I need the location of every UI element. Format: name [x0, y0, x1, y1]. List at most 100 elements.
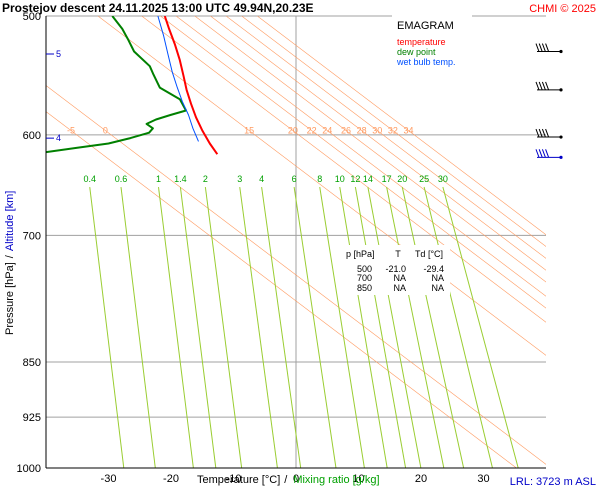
wind-barb-feather: [541, 81, 546, 91]
mixing-ratio-line: [401, 186, 465, 468]
wind-barb-feather: [535, 128, 540, 138]
temperature-tick-label: 20: [415, 473, 427, 485]
table-cell: NA: [393, 273, 406, 283]
wind-barb-feather: [535, 149, 540, 158]
wind-barb: [535, 81, 563, 92]
mixing-ratio-label: 3: [237, 174, 242, 184]
wind-barb-station: [559, 88, 563, 92]
values-table: p [hPa] T Td [°C] 500 -21.0 -29.4 700 NA…: [342, 245, 450, 295]
dry-adiabat-label: 34: [403, 126, 413, 136]
mixing-ratio-label: 0.4: [83, 174, 96, 184]
credit-label: CHMI © 2025: [529, 3, 596, 15]
mixing-ratio-label: 25: [419, 174, 429, 184]
pressure-tick-label: 1000: [17, 463, 41, 475]
mixing-ratio-label: 8: [317, 174, 322, 184]
wind-barb-feather: [538, 43, 543, 52]
legend: EMAGRAM temperature dew point wet bulb t…: [392, 14, 472, 68]
wind-barb: [535, 43, 563, 54]
values-table-box: [342, 245, 450, 295]
mixing-ratio-line: [239, 186, 278, 468]
mixing-ratio-label: 10: [335, 174, 345, 184]
mixing-ratio-layer: 0.4 0.6 1 1.4 2 3 4 6 8 10 12 14 17 20 25 30: [83, 174, 519, 468]
wind-barb-feather: [545, 149, 550, 158]
dry-adiabat-line: [257, 16, 546, 236]
mixing-ratio-line: [204, 186, 243, 468]
y-axis-label-separator: /: [4, 254, 16, 258]
legend-item-wet-bulb: wet bulb temp.: [396, 57, 456, 67]
pressure-tick-label: 850: [23, 357, 41, 369]
wind-barb-feather: [545, 43, 550, 52]
mixing-ratio-label: 14: [363, 174, 373, 184]
x-axis-label-mix: Mixing ratio [g/kg]: [293, 474, 379, 486]
table-cell: 500: [357, 264, 372, 274]
legend-item-dew-point: dew point: [397, 47, 436, 57]
grid-layer: [46, 15, 546, 469]
dry-adiabat-label: 0: [103, 126, 108, 136]
mixing-ratio-line: [442, 186, 519, 468]
series-line-temperature: [163, 16, 219, 155]
wind-barb-feather: [545, 128, 550, 138]
series-layer: [46, 16, 219, 155]
dry-adiabat-label: 26: [341, 126, 351, 136]
table-cell: -21.0: [385, 264, 406, 274]
mixing-ratio-line: [89, 186, 125, 468]
temperature-tick-label: 0: [293, 473, 299, 485]
mixing-ratio-line: [339, 186, 388, 468]
temperature-tick-label: -20: [163, 473, 179, 485]
wind-barb: [535, 128, 563, 139]
x-axis-label: Temperature [°C] / Mixing ratio [g/kg]: [197, 474, 380, 486]
pressure-tick-label: 500: [23, 11, 41, 23]
dry-adiabat-label: -5: [67, 126, 75, 136]
chart-title: Prostejov descent 24.11.2025 13:00 UTC 4…: [2, 1, 314, 15]
pressure-tick-label: 600: [23, 130, 41, 142]
pressure-tick-label: 925: [23, 412, 41, 424]
wind-barb-feather: [541, 149, 546, 158]
legend-heading: EMAGRAM: [397, 20, 454, 32]
y-axis-label-altitude: Altitude [km]: [4, 191, 16, 252]
lrl-label: LRL: 3723 m ASL: [510, 476, 596, 488]
mixing-ratio-line: [319, 186, 365, 468]
mixing-ratio-label: 0.6: [115, 174, 128, 184]
wind-barb-feather: [538, 149, 543, 158]
dry-adiabat-label: 15: [244, 126, 254, 136]
altitude-label: 4: [56, 133, 61, 143]
mixing-ratio-line: [158, 186, 194, 468]
dry-adiabat-line: [46, 111, 517, 468]
y-axis-label-pressure: Pressure [hPa]: [4, 262, 16, 335]
wind-barb-station: [559, 135, 563, 139]
legend-item-temperature: temperature: [397, 37, 446, 47]
mixing-ratio-label: 2: [203, 174, 208, 184]
mixing-ratio-line: [354, 186, 407, 468]
table-cell: 850: [357, 283, 372, 293]
dry-adiabat-label: 24: [322, 126, 332, 136]
dry-adiabat-line: [210, 16, 546, 271]
temperature-tick-label: -10: [226, 473, 242, 485]
dry-adiabat-line: [97, 16, 546, 356]
mixing-ratio-line: [367, 186, 422, 468]
altitude-label: 5: [56, 49, 61, 59]
dry-adiabat-label: 28: [357, 126, 367, 136]
dry-adiabat-line: [46, 85, 546, 465]
table-header-p: p [hPa]: [346, 249, 375, 259]
wind-barb-station: [559, 49, 563, 54]
x-axis-label-separator: /: [284, 474, 288, 486]
wind-barb-feather: [545, 81, 550, 91]
mixing-ratio-line: [179, 186, 217, 468]
temperature-tick-label: 10: [352, 473, 364, 485]
wind-barb-feather: [541, 128, 546, 138]
mixing-ratio-label: 1: [156, 174, 161, 184]
mixing-ratio-label: 20: [397, 174, 407, 184]
series-line-dew-point: [46, 16, 187, 154]
wind-barb-feather: [538, 128, 543, 138]
mixing-ratio-label: 30: [438, 174, 448, 184]
pressure-tick-label: 700: [23, 230, 41, 242]
wind-barb-feather: [535, 43, 540, 52]
dry-adiabat-layer: -5 0 15 20 22 24 26 28 30 32 34: [46, 16, 546, 468]
dry-adiabat-line: [160, 16, 546, 309]
mixing-ratio-label: 12: [350, 174, 360, 184]
temperature-tick-label: -30: [101, 473, 117, 485]
dry-adiabat-line: [225, 16, 546, 259]
table-cell: NA: [431, 273, 444, 283]
